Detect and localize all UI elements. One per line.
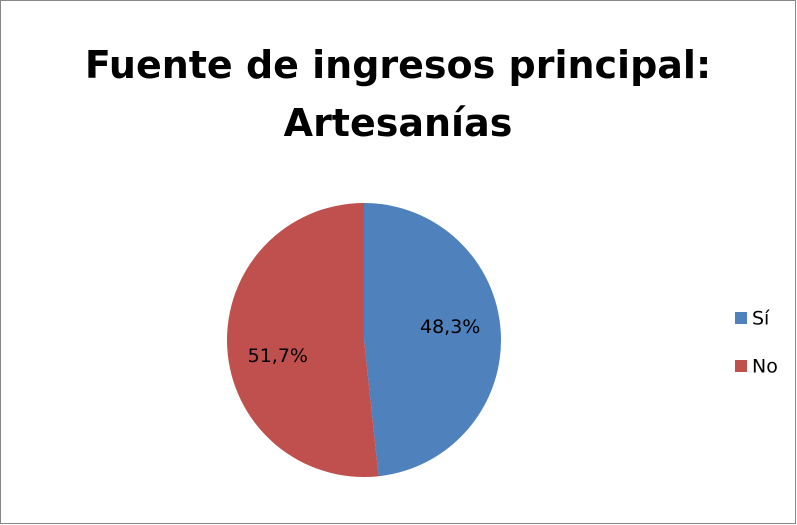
data-label: 48,3% <box>420 316 480 338</box>
pie-slice <box>226 203 379 478</box>
legend-swatch <box>735 360 747 372</box>
legend-label: Sí <box>752 308 770 330</box>
pie-slice <box>364 203 501 477</box>
data-label: 51,7% <box>248 345 308 367</box>
legend-label: No <box>752 356 778 378</box>
chart-title: Fuente de ingresos principal: Artesanías <box>84 43 712 145</box>
legend-swatch <box>735 312 747 324</box>
